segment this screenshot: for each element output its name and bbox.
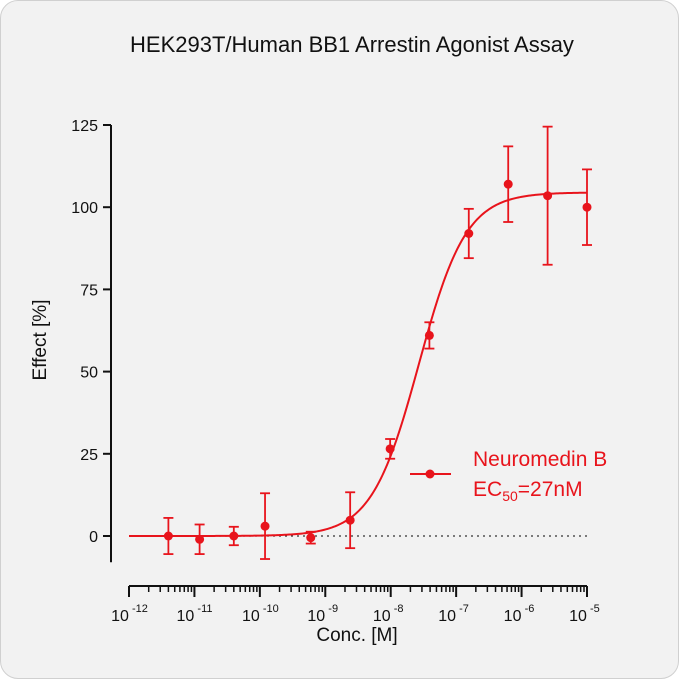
data-point [163, 531, 173, 541]
data-point [306, 533, 316, 543]
data-point [385, 444, 395, 454]
data-point [195, 534, 205, 544]
x-tick-label: 10 [111, 608, 129, 625]
x-tick-exponent: -9 [328, 603, 338, 615]
fit-curve [129, 191, 588, 537]
chart-title: HEK293T/Human BB1 Arrestin Agonist Assay [130, 32, 574, 57]
x-axis-label: Conc. [M] [316, 625, 397, 646]
data-point [229, 531, 239, 541]
legend-marker [425, 469, 435, 479]
x-tick-label: 10 [504, 608, 522, 625]
legend-ec50: EC50=27nM [473, 478, 583, 504]
data-point [464, 229, 474, 239]
x-tick-label: 10 [242, 608, 260, 625]
y-tick-label: 50 [80, 365, 98, 382]
x-tick-exponent: -10 [263, 603, 279, 615]
x-tick-exponent: -8 [394, 603, 404, 615]
x-tick-label: 10 [373, 608, 391, 625]
data-point [260, 521, 270, 531]
plot-area [129, 125, 592, 560]
x-tick-label: 10 [177, 608, 195, 625]
y-tick-label: 0 [89, 529, 98, 546]
legend-series-name: Neuromedin B [473, 448, 607, 471]
data-point [424, 330, 434, 340]
y-tick-label: 75 [80, 282, 98, 299]
data-point [582, 202, 592, 212]
x-tick-exponent: -12 [132, 603, 148, 615]
x-tick-exponent: -7 [459, 603, 469, 615]
x-tick-label: 10 [307, 608, 325, 625]
y-tick-label: 25 [80, 447, 98, 464]
y-tick-label: 125 [71, 118, 98, 135]
x-tick-label: 10 [438, 608, 456, 625]
data-point [503, 179, 513, 189]
data-point [345, 515, 355, 525]
x-tick-exponent: -11 [197, 603, 212, 615]
x-tick-exponent: -5 [590, 603, 600, 615]
x-tick-exponent: -6 [525, 603, 535, 615]
data-point [543, 191, 553, 201]
y-tick-label: 100 [71, 200, 98, 217]
x-tick-label: 10 [569, 608, 587, 625]
legend: Neuromedin B EC50=27nM [410, 448, 607, 504]
y-axis-label: Effect [%] [30, 300, 51, 381]
